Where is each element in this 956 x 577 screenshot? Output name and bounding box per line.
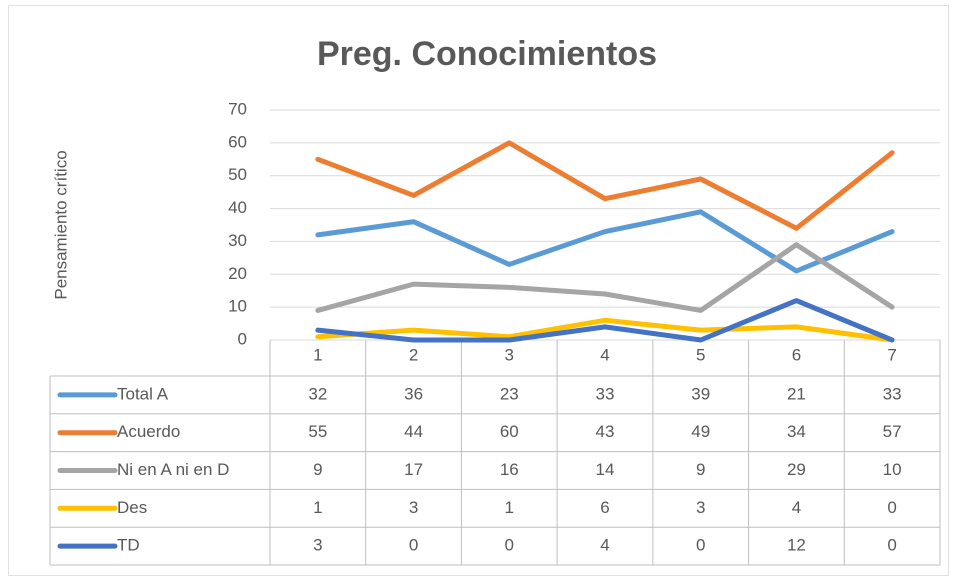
x-tick-label: 6 xyxy=(792,345,801,364)
table-value: 9 xyxy=(696,460,705,479)
table-value: 1 xyxy=(313,498,322,517)
chart-frame xyxy=(8,5,949,576)
table-value: 0 xyxy=(887,498,896,517)
legend-label: Ni en A ni en D xyxy=(117,460,229,479)
table-value: 0 xyxy=(505,536,514,555)
x-tick-label: 2 xyxy=(409,345,418,364)
legend-label: Total A xyxy=(117,384,169,403)
x-tick-label: 5 xyxy=(696,345,705,364)
table-value: 6 xyxy=(600,498,609,517)
table-value: 21 xyxy=(787,384,806,403)
table-value: 3 xyxy=(696,498,705,517)
y-tick-label: 40 xyxy=(228,198,247,217)
table-value: 0 xyxy=(409,536,418,555)
table-value: 33 xyxy=(883,384,902,403)
table-value: 4 xyxy=(600,536,609,555)
x-tick-label: 3 xyxy=(505,345,514,364)
x-tick-label: 1 xyxy=(313,345,322,364)
table-value: 33 xyxy=(596,384,615,403)
table-value: 9 xyxy=(313,460,322,479)
table-value: 17 xyxy=(404,460,423,479)
table-value: 32 xyxy=(308,384,327,403)
table-value: 57 xyxy=(883,422,902,441)
table-value: 34 xyxy=(787,422,806,441)
series-line xyxy=(315,298,895,343)
x-tick-label: 4 xyxy=(600,345,609,364)
series-line xyxy=(315,317,895,343)
table-value: 16 xyxy=(500,460,519,479)
y-tick-label: 20 xyxy=(228,264,247,283)
table-value: 49 xyxy=(691,422,710,441)
series-line xyxy=(315,140,895,231)
table-value: 1 xyxy=(505,498,514,517)
y-tick-label: 60 xyxy=(228,132,247,151)
y-tick-label: 70 xyxy=(228,99,247,118)
table-value: 0 xyxy=(887,536,896,555)
x-tick-label: 7 xyxy=(887,345,896,364)
series-line xyxy=(315,209,895,274)
table-value: 3 xyxy=(409,498,418,517)
y-tick-label: 30 xyxy=(228,231,247,250)
legend-label: Des xyxy=(117,498,147,517)
table-value: 39 xyxy=(691,384,710,403)
y-axis-label: Pensamiento crítico xyxy=(51,150,70,299)
table-value: 55 xyxy=(308,422,327,441)
table-value: 44 xyxy=(404,422,423,441)
table-value: 10 xyxy=(883,460,902,479)
table-value: 3 xyxy=(313,536,322,555)
table-value: 4 xyxy=(792,498,801,517)
table-value: 14 xyxy=(596,460,615,479)
table-value: 43 xyxy=(596,422,615,441)
table-value: 0 xyxy=(696,536,705,555)
y-tick-label: 10 xyxy=(228,297,247,316)
table-value: 29 xyxy=(787,460,806,479)
y-tick-label: 0 xyxy=(238,329,247,348)
table-value: 36 xyxy=(404,384,423,403)
legend-label: TD xyxy=(117,536,140,555)
table-value: 60 xyxy=(500,422,519,441)
series-line xyxy=(315,242,895,313)
y-tick-label: 50 xyxy=(228,165,247,184)
chart-title: Preg. Conocimientos xyxy=(317,35,657,73)
table-value: 23 xyxy=(500,384,519,403)
table-value: 12 xyxy=(787,536,806,555)
legend-label: Acuerdo xyxy=(117,422,180,441)
